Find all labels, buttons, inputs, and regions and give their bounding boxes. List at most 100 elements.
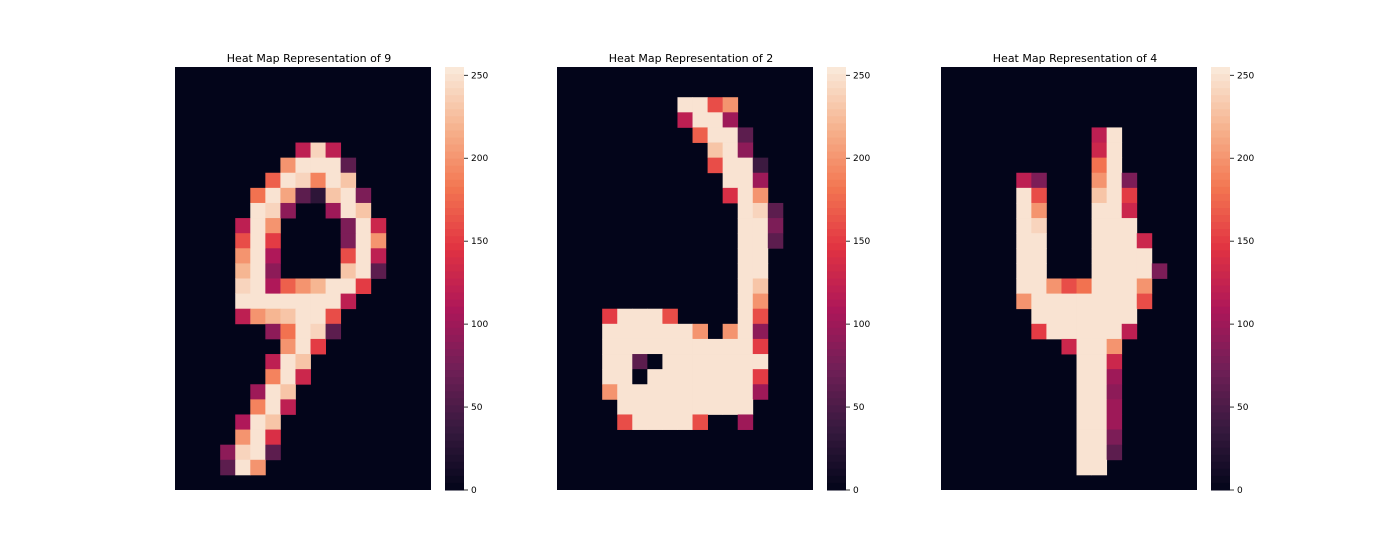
heatmap-cell xyxy=(617,369,633,385)
colorbar-segment xyxy=(827,81,846,89)
colorbar-segment xyxy=(1211,193,1230,202)
heatmap-cell xyxy=(1076,338,1092,355)
heatmap-cell xyxy=(722,323,739,340)
heatmap-cell xyxy=(340,293,357,310)
heatmap-cell xyxy=(677,323,693,340)
heatmap-cell xyxy=(632,308,648,325)
colorbar-segment xyxy=(827,426,846,435)
heatmap-cell xyxy=(310,157,326,174)
colorbar-segment xyxy=(445,482,464,491)
heatmap-cell xyxy=(370,263,387,279)
heatmap-cell xyxy=(752,263,769,279)
colorbar: 0 50 100 150 200 250 xyxy=(1211,67,1254,496)
heatmap-cell xyxy=(310,338,326,355)
heatmap-cell xyxy=(737,202,754,219)
heatmap-cell xyxy=(737,338,754,355)
heatmap-cell xyxy=(1136,248,1153,264)
colorbar-segment xyxy=(1211,102,1230,110)
heatmap-cell xyxy=(1061,293,1077,310)
heatmap-cell xyxy=(707,399,724,415)
colorbar-segment xyxy=(445,440,464,449)
colorbar-segment xyxy=(827,356,846,364)
colorbar-segment xyxy=(445,433,464,442)
heatmap-cell xyxy=(752,172,769,189)
heatmap-cell xyxy=(1076,308,1092,325)
colorbar-segment xyxy=(445,468,464,477)
colorbar-segment xyxy=(1211,88,1230,96)
colorbar-segment xyxy=(827,137,846,146)
heatmap-cell xyxy=(617,399,633,415)
heatmap-cell xyxy=(722,142,739,159)
colorbar-segment xyxy=(445,74,464,82)
colorbar-segment xyxy=(1211,165,1230,174)
heatmap-cell xyxy=(722,354,739,370)
colorbar-segment xyxy=(1211,356,1230,364)
heatmap-cell xyxy=(722,369,739,385)
colorbar-segment xyxy=(827,454,846,463)
colorbar-segment xyxy=(1211,109,1230,117)
heatmap-cell xyxy=(1031,293,1047,310)
colorbar-segment xyxy=(827,172,846,181)
heatmap-cell xyxy=(325,157,342,174)
colorbar-segment xyxy=(827,95,846,103)
heatmap-cell xyxy=(1076,323,1092,340)
colorbar-segment xyxy=(445,377,464,385)
heatmap-cell xyxy=(1031,202,1047,219)
colorbar-segment xyxy=(827,377,846,385)
heatmap-cell xyxy=(752,157,769,174)
heatmap-cell xyxy=(1091,308,1108,325)
heatmap-cell xyxy=(1106,444,1123,461)
heatmap-cell xyxy=(1031,218,1047,234)
colorbar-segment xyxy=(1211,475,1230,484)
heatmap-cell xyxy=(295,308,311,325)
heatmap-cell xyxy=(1106,399,1123,415)
colorbar-segment xyxy=(827,123,846,131)
colorbar-segment xyxy=(445,370,464,378)
colorbar-segment xyxy=(1211,95,1230,103)
heatmap-cell xyxy=(722,112,739,128)
colorbar-segment xyxy=(827,412,846,420)
heatmap-cell xyxy=(632,323,648,340)
heatmap-cell xyxy=(265,293,281,310)
colorbar-segment xyxy=(445,229,464,237)
heatmap-cell xyxy=(1091,414,1108,430)
heatmap-cell xyxy=(707,157,724,174)
heatmap-cell xyxy=(1076,429,1092,446)
colorbar-tick-label: 50 xyxy=(1237,403,1249,413)
colorbar-segment xyxy=(827,468,846,477)
heatmap-cell xyxy=(737,233,754,249)
colorbar-segment xyxy=(1211,447,1230,456)
heatmap-cell xyxy=(265,369,281,385)
heatmap-cell xyxy=(340,233,357,249)
colorbar-segment xyxy=(1211,215,1230,223)
heatmap-cell xyxy=(310,172,326,189)
colorbar-segment xyxy=(1211,81,1230,89)
colorbar-segment xyxy=(445,426,464,435)
heatmap-cell xyxy=(632,399,648,415)
heatmap-cell xyxy=(265,414,281,430)
colorbar-segment xyxy=(1211,412,1230,420)
colorbar-segment xyxy=(445,412,464,420)
heatmap-cell xyxy=(1106,142,1123,159)
colorbar-segment xyxy=(1211,130,1230,138)
heatmap-cell xyxy=(632,384,648,400)
colorbar-tick-label: 150 xyxy=(471,237,488,247)
heatmap-cell xyxy=(265,429,281,446)
heatmap-cell xyxy=(707,112,724,128)
heatmap-cell xyxy=(295,142,311,159)
colorbar-tick-label: 0 xyxy=(471,486,477,496)
heatmap-cell xyxy=(677,369,693,385)
heatmap-cell xyxy=(752,187,769,204)
heatmap-cell xyxy=(1046,323,1062,340)
heatmap-cell xyxy=(295,338,311,355)
colorbar-segment xyxy=(1211,278,1230,287)
heatmap-cell xyxy=(662,414,678,430)
heatmap-cell xyxy=(325,293,342,310)
colorbar-tick-label: 250 xyxy=(471,71,488,81)
colorbar-tick-label: 150 xyxy=(853,237,870,247)
colorbar-tick-label: 100 xyxy=(853,320,870,330)
colorbar-segment xyxy=(445,292,464,301)
heatmap-cell xyxy=(1031,172,1047,189)
colorbar-segment xyxy=(445,208,464,216)
colorbar-segment xyxy=(445,327,464,336)
